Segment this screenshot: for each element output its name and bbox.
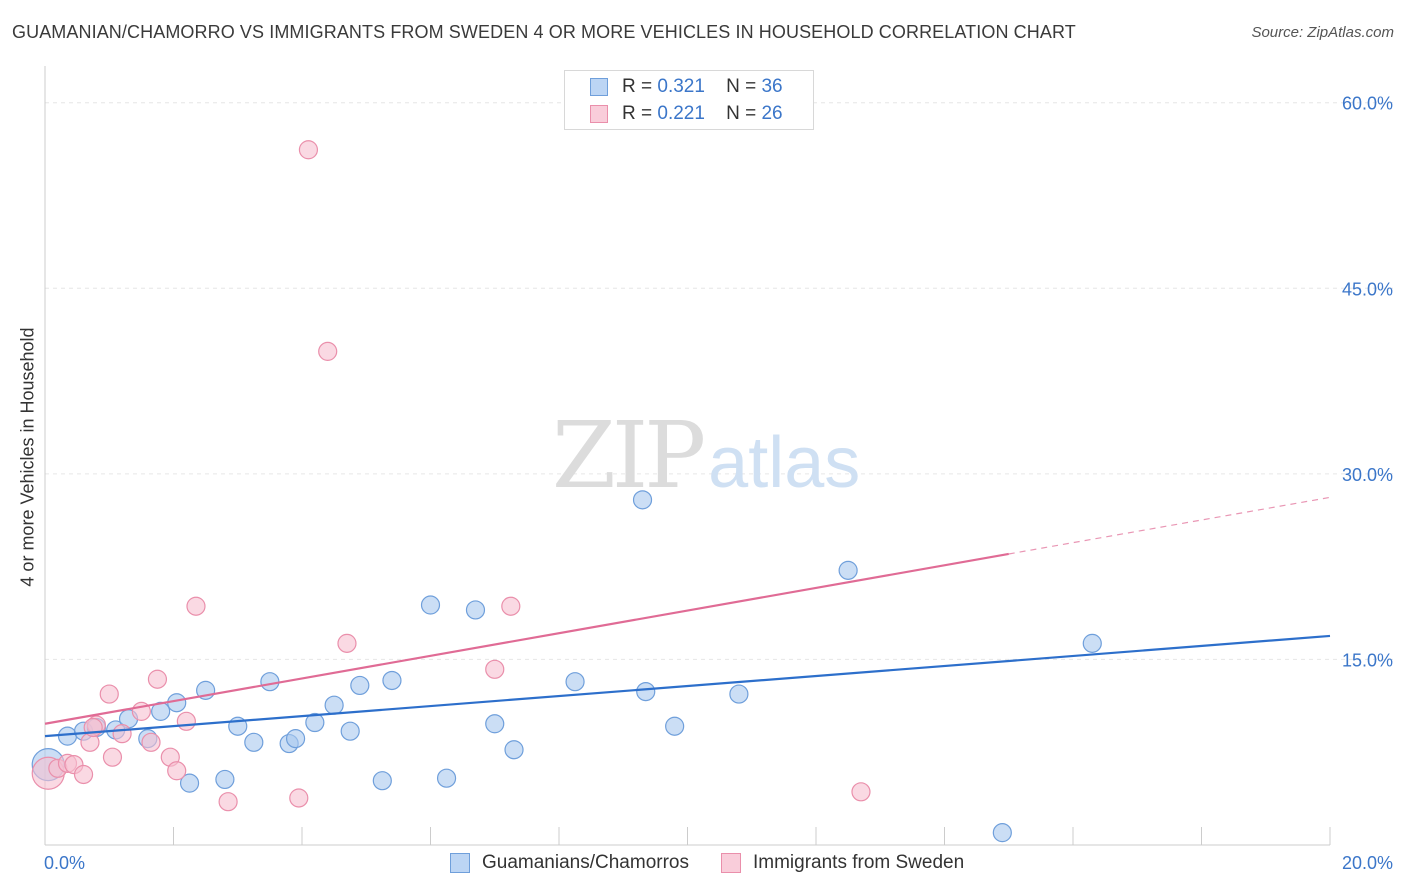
sweden-point xyxy=(167,761,187,781)
guamanian-point xyxy=(340,721,360,741)
y-tick-label: 30.0% xyxy=(1342,465,1393,485)
guamanian-point xyxy=(485,714,505,734)
guamanian-point xyxy=(420,595,441,615)
guamanian-point xyxy=(436,768,457,788)
legend-n-label: N = xyxy=(726,76,757,97)
sweden-point xyxy=(289,788,309,808)
guamanian-point xyxy=(465,600,486,620)
guamanian-point xyxy=(565,672,585,692)
sweden-point xyxy=(147,669,168,689)
guamanian-trend-line xyxy=(44,634,1331,738)
sweden-point xyxy=(218,792,238,812)
guamanian-point xyxy=(729,684,749,704)
correlation-legend: R = 0.321 N = 36 R = 0.221 N = 26 xyxy=(564,70,814,130)
sweden-point xyxy=(141,732,161,752)
guamanian-point xyxy=(382,670,402,691)
series-legend-swatch-blue xyxy=(450,853,470,873)
source-credit: Source: ZipAtlas.com xyxy=(1251,24,1394,41)
sweden-point xyxy=(102,747,123,767)
legend-n-label: N = xyxy=(726,103,757,124)
legend-row-guamanians: R = 0.321 N = 36 xyxy=(565,74,783,100)
sweden-trend-line xyxy=(44,552,1009,725)
guamanian-point xyxy=(215,769,235,790)
guamanian-point xyxy=(1082,633,1102,653)
guamanian-point xyxy=(992,823,1012,843)
y-axis-label: 4 or more Vehicles in Household xyxy=(17,327,38,587)
guamanian-point xyxy=(324,695,344,715)
x-tick-label: 0.0% xyxy=(44,853,85,873)
sweden-point xyxy=(337,633,357,653)
sweden-point xyxy=(298,140,319,160)
legend-r-label: R = xyxy=(622,76,653,97)
guamanian-point xyxy=(838,560,858,580)
guamanian-point xyxy=(504,740,524,760)
legend-swatch-blue xyxy=(590,78,608,96)
sweden-point xyxy=(186,596,206,616)
legend-n-value: 26 xyxy=(761,103,783,124)
series-legend-swatch-pink xyxy=(720,853,741,873)
y-tick-label: 15.0% xyxy=(1342,650,1393,670)
series-legend-sweden: Immigrants from Sweden xyxy=(752,852,965,873)
y-tick-label: 60.0% xyxy=(1342,94,1393,114)
guamanian-point xyxy=(636,681,656,702)
legend-r-value: 0.321 xyxy=(657,76,705,97)
sweden-point xyxy=(73,764,94,785)
guamanian-point xyxy=(632,490,653,510)
guamanian-point xyxy=(260,672,280,692)
guamanian-point xyxy=(57,726,78,746)
y-tick-label: 45.0% xyxy=(1342,279,1393,299)
legend-row-sweden: R = 0.221 N = 26 xyxy=(565,101,783,127)
sweden-trend-line-extension xyxy=(1008,496,1331,555)
sweden-point xyxy=(112,724,132,744)
sweden-point xyxy=(318,341,338,361)
chart-title: GUAMANIAN/CHAMORRO VS IMMIGRANTS FROM SW… xyxy=(12,22,1076,42)
guamanian-point xyxy=(305,712,325,733)
guamanian-point xyxy=(285,729,306,749)
guamanian-point xyxy=(179,773,200,793)
guamanian-point xyxy=(665,716,685,736)
x-tick-label: 20.0% xyxy=(1342,853,1393,873)
sweden-point xyxy=(851,782,871,802)
sweden-point xyxy=(501,596,521,616)
sweden-point xyxy=(99,684,119,704)
guamanian-point xyxy=(372,771,392,791)
guamanian-point xyxy=(244,732,264,752)
sweden-point xyxy=(176,711,196,731)
legend-r-value: 0.221 xyxy=(657,103,705,124)
legend-n-value: 36 xyxy=(761,76,783,97)
legend-swatch-pink xyxy=(590,105,608,123)
sweden-point xyxy=(485,659,505,679)
legend-r-label: R = xyxy=(622,103,653,124)
series-legend-guamanians: Guamanians/Chamorros xyxy=(482,852,689,873)
series-legend: Guamanians/Chamorros Immigrants from Swe… xyxy=(450,852,964,874)
guamanian-point xyxy=(350,675,370,696)
